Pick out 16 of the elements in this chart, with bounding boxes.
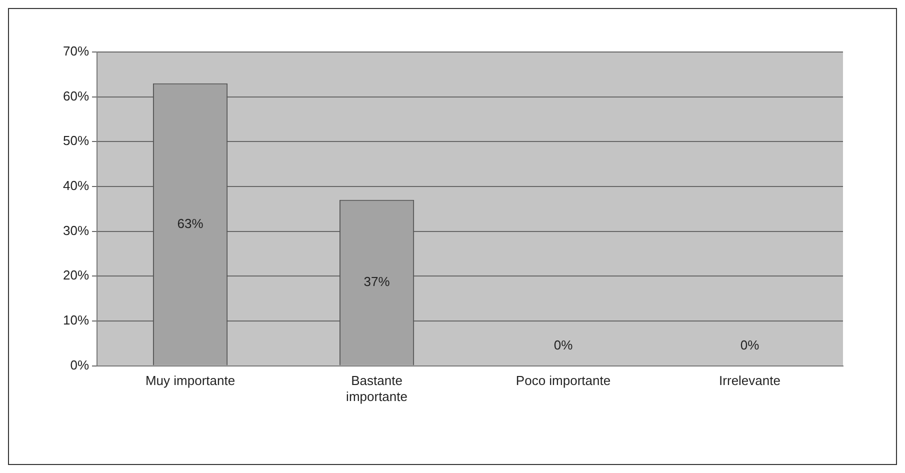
- y-tick-label: 50%: [62, 133, 90, 148]
- data-label: 0%: [740, 337, 760, 352]
- y-tick-label: 60%: [62, 88, 90, 104]
- y-tick-label: 0%: [70, 357, 90, 372]
- y-tick-label: 40%: [62, 178, 90, 194]
- x-tick-label: Poco importante: [516, 373, 611, 388]
- y-tick-label: 30%: [62, 222, 90, 238]
- y-tick-label: 70%: [62, 44, 90, 59]
- data-label: 37%: [364, 274, 390, 290]
- data-label: 63%: [177, 216, 204, 231]
- x-tick-label: Bastante importante: [346, 373, 408, 404]
- y-tick-label: 10%: [62, 312, 90, 328]
- data-label: 0%: [554, 337, 574, 352]
- y-tick-label: 20%: [62, 268, 90, 283]
- x-tick-label: Muy importante: [145, 373, 236, 388]
- x-tick-label: Irrelevante: [719, 373, 780, 388]
